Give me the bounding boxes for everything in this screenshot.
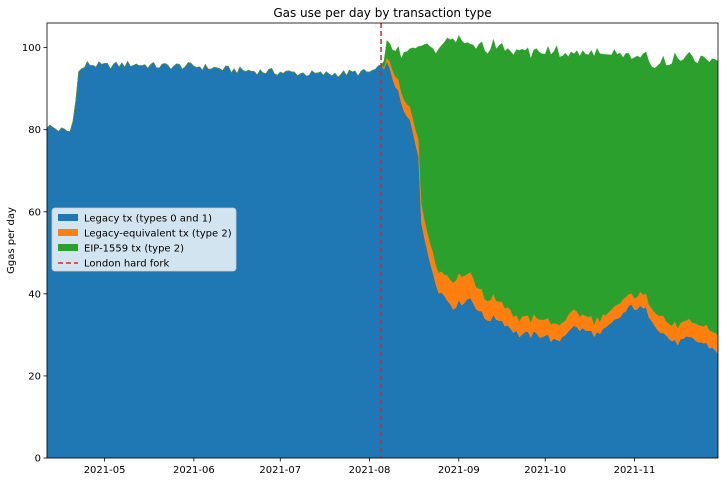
- y-tick-label: 60: [28, 207, 41, 218]
- legend-swatch: [58, 214, 78, 221]
- y-tick-label: 40: [28, 289, 41, 300]
- axes: 0 20 40 60 80 100 2021-05 2021-06 2021-07 2021-08…: [22, 22, 719, 476]
- chart-title: Gas use per day by transaction type: [273, 6, 491, 20]
- x-tick-label: 2021-07: [259, 465, 301, 476]
- legend-swatch: [58, 244, 78, 251]
- legend-label: EIP-1559 tx (type 2): [84, 244, 184, 255]
- x-tick-label: 2021-09: [438, 465, 480, 476]
- x-tick-label: 2021-05: [84, 465, 126, 476]
- x-tick-label: 2021-08: [349, 465, 391, 476]
- y-tick-label: 20: [28, 371, 41, 382]
- legend-label: Legacy tx (types 0 and 1): [84, 214, 212, 225]
- x-tick-label: 2021-06: [173, 465, 215, 476]
- x-tick-label: 2021-11: [614, 465, 656, 476]
- legend: Legacy tx (types 0 and 1) Legacy-equivale…: [51, 207, 237, 272]
- y-tick-label: 80: [28, 125, 41, 136]
- plot-frame: [46, 22, 719, 459]
- legend-swatch: [58, 229, 78, 236]
- y-axis-title: Ggas per day: [6, 207, 17, 274]
- legend-label: London hard fork: [84, 259, 170, 270]
- y-tick-label: 100: [22, 43, 41, 54]
- legend-label: Legacy-equivalent tx (type 2): [84, 229, 232, 240]
- x-tick-label: 2021-10: [524, 465, 566, 476]
- legend-box: [51, 207, 237, 272]
- y-tick-label: 0: [35, 454, 41, 465]
